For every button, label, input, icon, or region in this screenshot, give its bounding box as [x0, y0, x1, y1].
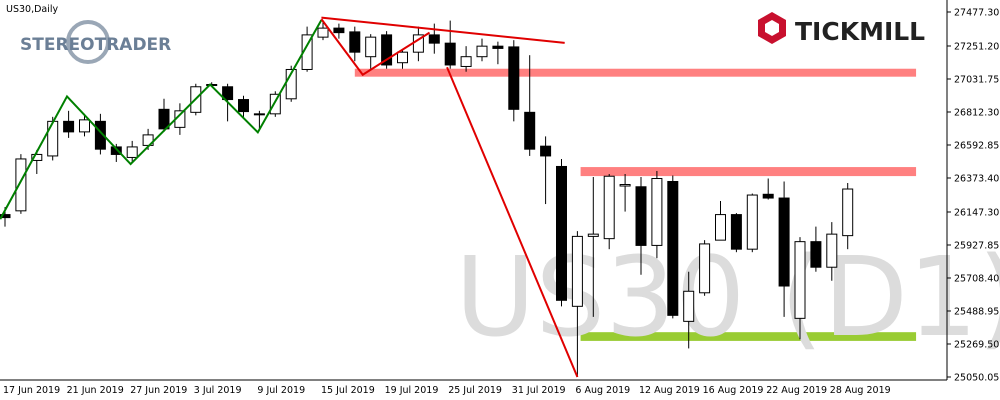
- candle-body: [94, 120, 106, 150]
- candle-body: [810, 241, 822, 268]
- y-tick-label: 25927.85: [954, 240, 999, 251]
- candle-body: [47, 120, 59, 157]
- candle-body: [778, 197, 790, 287]
- zone: [580, 332, 917, 341]
- candle-body: [158, 108, 170, 130]
- candle-body: [222, 86, 234, 101]
- zone: [580, 167, 917, 177]
- candle-body: [540, 145, 552, 157]
- candle-body: [460, 56, 472, 67]
- candle-body: [444, 42, 456, 66]
- y-tick-label: 26373.40: [954, 173, 999, 184]
- x-tick-label: 12 Aug 2019: [639, 385, 700, 396]
- trend-line: [0, 19, 323, 220]
- candle-body: [635, 186, 647, 246]
- candle-body: [794, 241, 806, 319]
- y-tick-label: 26592.85: [954, 140, 999, 151]
- x-tick-label: 25 Jul 2019: [448, 385, 502, 396]
- brand-left-logo: STEREOTRADER: [20, 20, 171, 64]
- candle-body: [524, 111, 536, 150]
- y-tick-label: 25269.50: [954, 339, 999, 350]
- y-tick-label: 26812.30: [954, 107, 999, 118]
- candle-body: [79, 119, 90, 133]
- candle-body: [428, 34, 440, 44]
- candle-body: [715, 214, 726, 241]
- candle-body: [826, 233, 838, 268]
- candle-body: [63, 120, 75, 133]
- candle-body: [619, 184, 631, 187]
- candle-body: [0, 214, 11, 219]
- trend-line: [321, 16, 565, 44]
- trend-line: [320, 18, 431, 77]
- x-tick-label: 19 Jul 2019: [385, 385, 439, 396]
- x-tick-label: 6 Aug 2019: [575, 385, 630, 396]
- x-tick-label: 27 Jun 2019: [130, 385, 187, 396]
- candle-body: [238, 99, 249, 113]
- zone: [354, 68, 917, 77]
- candle-body: [31, 153, 43, 161]
- candle-body: [365, 36, 377, 58]
- x-tick-label: 31 Jul 2019: [512, 385, 566, 396]
- candle-body: [556, 165, 567, 301]
- y-tick-label: 25708.40: [954, 273, 999, 284]
- candle-body: [110, 146, 122, 155]
- x-tick-label: 9 Jul 2019: [257, 385, 305, 396]
- y-tick-label: 27477.30: [954, 7, 999, 18]
- candle-body: [269, 93, 281, 115]
- y-tick-label: 27031.75: [954, 74, 999, 85]
- candle-body: [333, 27, 345, 34]
- candle-body: [15, 158, 27, 212]
- x-tick-label: 16 Aug 2019: [703, 385, 764, 396]
- y-tick-label: 26147.30: [954, 207, 999, 218]
- x-tick-label: 22 Aug 2019: [766, 385, 827, 396]
- candle-body: [126, 146, 138, 158]
- candle-body: [349, 31, 361, 53]
- x-tick-label: 28 Aug 2019: [830, 385, 891, 396]
- x-tick-label: 21 Jun 2019: [67, 385, 124, 396]
- brand-right-logo: TICKMILL: [748, 5, 945, 55]
- candle-body: [476, 45, 488, 58]
- symbol-label: US30,Daily: [6, 4, 59, 15]
- x-tick-label: 3 Jul 2019: [194, 385, 242, 396]
- candle-body: [746, 194, 758, 250]
- brand-right: TICKMILL: [795, 17, 925, 46]
- candle-body: [762, 193, 774, 199]
- y-tick-label: 25488.95: [954, 306, 999, 317]
- candle-body: [730, 214, 742, 250]
- candle-body: [699, 243, 711, 294]
- candle-body: [492, 45, 504, 49]
- watermark: US30 (D1): [455, 233, 1000, 361]
- brand-left: STEREOTRADER: [20, 35, 171, 55]
- candle-body: [667, 181, 679, 316]
- candle-body: [587, 233, 599, 237]
- candle-body: [842, 188, 854, 237]
- y-tick-label: 27251.20: [954, 41, 999, 52]
- candle-body: [651, 177, 663, 246]
- candle-body: [683, 290, 695, 322]
- candle-body: [571, 235, 583, 307]
- logo-hex-inner: [765, 20, 779, 36]
- candle-body: [397, 51, 408, 64]
- candle-body: [603, 175, 615, 240]
- candle-body: [317, 27, 329, 38]
- candle-body: [253, 113, 265, 116]
- x-tick-label: 15 Jul 2019: [321, 385, 375, 396]
- x-tick-label: 17 Jun 2019: [3, 385, 60, 396]
- candle-body: [381, 34, 393, 66]
- candle-body: [508, 46, 520, 110]
- logo-ring: [66, 20, 110, 64]
- y-tick-label: 25050.05: [954, 372, 999, 383]
- trend-line: [446, 66, 579, 378]
